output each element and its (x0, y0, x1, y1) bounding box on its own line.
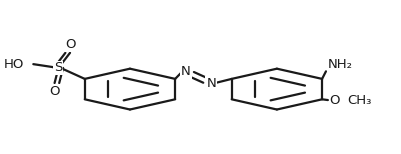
Text: S: S (54, 61, 63, 74)
Text: O: O (49, 85, 60, 98)
Text: N: N (181, 65, 190, 78)
Text: NH₂: NH₂ (327, 58, 352, 71)
Text: N: N (206, 77, 215, 89)
Text: HO: HO (3, 58, 24, 71)
Text: O: O (65, 38, 75, 51)
Text: CH₃: CH₃ (346, 94, 371, 107)
Text: O: O (329, 94, 339, 107)
